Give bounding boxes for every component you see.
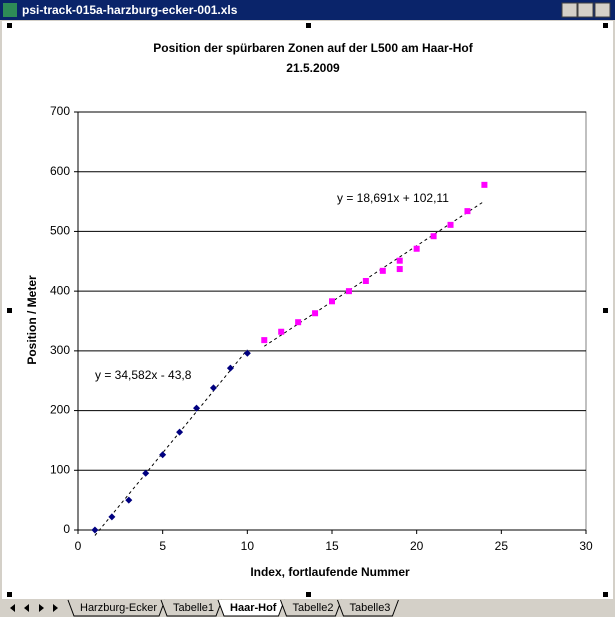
x-axis-title: Index, fortlaufende Nummer (250, 565, 410, 579)
x-tick-label: 10 (241, 539, 255, 553)
data-point (159, 451, 167, 459)
data-point (278, 328, 285, 335)
data-point (396, 257, 403, 264)
data-point (396, 266, 403, 273)
data-point (345, 288, 352, 295)
data-point (481, 181, 488, 188)
x-tick-label: 0 (75, 539, 82, 553)
x-tick-label: 20 (410, 539, 424, 553)
data-point (91, 526, 99, 534)
sheet-tab-shape (217, 599, 285, 617)
sheet-tab[interactable]: Tabelle3 (349, 602, 390, 614)
sheet-tab-shape (280, 599, 342, 617)
y-tick-label: 700 (50, 104, 70, 118)
x-tick-label: 30 (579, 539, 593, 553)
data-point (329, 298, 335, 305)
y-tick-label: 0 (63, 522, 70, 536)
data-point (379, 267, 386, 274)
data-point (413, 245, 420, 252)
trendline (94, 349, 248, 536)
close-button[interactable] (594, 2, 611, 18)
data-point (209, 384, 217, 392)
data-point (295, 319, 302, 326)
data-point (193, 404, 201, 412)
sheet-tab-shape (67, 599, 166, 617)
x-tick-label: 5 (159, 539, 166, 553)
data-point (243, 349, 251, 357)
tab-nav[interactable] (8, 604, 60, 612)
trendline-label: y = 18,691x + 102,11 (337, 191, 449, 205)
x-tick-label: 25 (495, 539, 509, 553)
data-point (312, 310, 319, 317)
sheet-tab[interactable]: Haar-Hof (230, 602, 277, 614)
data-point (447, 221, 454, 228)
chart-subtitle: 21.5.2009 (286, 61, 340, 75)
data-point (464, 208, 471, 215)
sheet-tab[interactable]: Tabelle2 (292, 602, 333, 614)
y-tick-label: 400 (50, 283, 70, 297)
y-tick-label: 500 (50, 224, 70, 238)
sheet-tab[interactable]: Harzburg-Ecker (80, 602, 157, 614)
y-tick-label: 300 (50, 343, 70, 357)
minimize-button[interactable] (561, 2, 578, 18)
data-point (261, 337, 268, 344)
data-point (430, 233, 437, 240)
trendline-label: y = 34,582x - 43,8 (95, 368, 192, 382)
data-point (226, 364, 234, 372)
y-tick-label: 100 (50, 462, 70, 476)
selection-handles (7, 23, 608, 597)
data-point (108, 513, 116, 521)
data-point (362, 277, 369, 284)
sheet-tab-shape (160, 599, 223, 617)
window-title: psi-track-015a-harzburg-ecker-001.xls (22, 3, 238, 17)
x-tick-label: 15 (325, 539, 339, 553)
data-point (142, 469, 150, 477)
title-bar (0, 0, 615, 20)
y-tick-label: 600 (50, 164, 70, 178)
maximize-button[interactable] (577, 2, 594, 18)
sheet-tab[interactable]: Tabelle1 (173, 602, 214, 614)
app-icon (3, 3, 17, 17)
chart-title: Position der spürbaren Zonen auf der L50… (153, 41, 473, 55)
data-point (125, 496, 133, 504)
y-axis-title: Position / Meter (25, 275, 39, 365)
y-tick-label: 200 (50, 403, 70, 417)
plot-area (77, 111, 587, 531)
sheet-tab-shape (336, 599, 399, 617)
data-point (176, 428, 184, 436)
